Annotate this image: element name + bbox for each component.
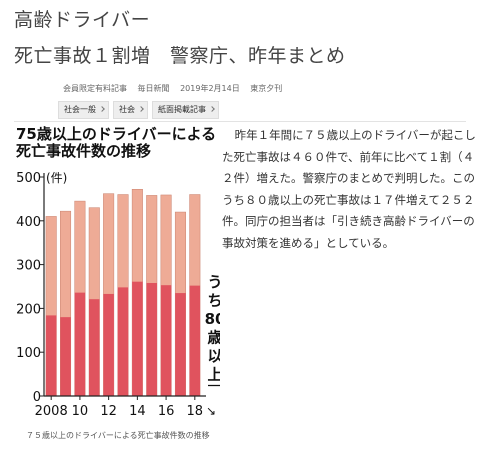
article-meta: 会員限定有料記事 毎日新聞 2019年2月14日 東京夕刊: [63, 83, 290, 94]
annotation-char-3: 歳: [207, 329, 220, 347]
bar-80plus-2015: [146, 282, 157, 396]
x-tick-label-2008: 2008: [35, 404, 68, 419]
annotation-char-0: う: [207, 273, 220, 291]
headline-line-2: 死亡事故１割増 警察庁、昨年まとめ: [14, 45, 346, 67]
x-tick-label-14: 14: [129, 404, 146, 419]
article-body: 昨年１年間に７５歳以上のドライバーが起こした死亡事故は４６０件で、前年に比べて１…: [222, 128, 476, 250]
annotation-char-4: 以: [207, 347, 220, 365]
bar-80plus-2008: [45, 315, 57, 396]
category-tags: 社会一般 社会 紙面掲載記事: [58, 101, 219, 119]
edition-name: 東京夕刊: [250, 84, 283, 93]
bar-80plus-2012: [103, 293, 114, 396]
chart-caption: ７５歳以上のドライバーによる死亡事故件数の推移: [26, 431, 210, 440]
chart-title-line-1: 75歳以上のドライバーによる: [16, 125, 217, 143]
chart-title-line-2: 死亡事故件数の推移: [16, 142, 152, 160]
bar-80plus-2014: [132, 281, 143, 396]
y-axis-label: (件): [46, 171, 67, 185]
x-tick-label-18: 18: [187, 404, 204, 419]
tag-society[interactable]: 社会: [113, 101, 148, 119]
x-tick-label-10: 10: [72, 404, 89, 419]
annotation-char-2: 80: [205, 310, 220, 328]
bar-80plus-2013: [117, 287, 129, 396]
bar-80plus-2017: [175, 293, 186, 396]
y-tick-label-0: 0: [33, 390, 41, 405]
y-tick-label-200: 200: [16, 302, 41, 317]
annotation-char-5: 上: [207, 366, 220, 384]
tag-social-general[interactable]: 社会一般: [58, 101, 109, 119]
divider: [14, 121, 466, 122]
y-tick-label-300: 300: [16, 259, 41, 274]
y-tick-label-500: 500: [16, 171, 41, 186]
tag-print-article[interactable]: 紙面掲載記事: [152, 101, 219, 119]
annotation-char-1: ち: [207, 292, 220, 310]
y-tick-label-400: 400: [16, 215, 41, 230]
member-only-label: 会員限定有料記事: [63, 84, 127, 93]
headline: 高齢ドライバー 死亡事故１割増 警察庁、昨年まとめ: [14, 8, 346, 68]
x-tick-label-12: 12: [100, 404, 117, 419]
bar-80plus-2009: [60, 317, 71, 396]
bar-80plus-2018: [189, 285, 201, 396]
chart-title: 75歳以上のドライバーによる 死亡事故件数の推移: [16, 126, 216, 160]
publish-date: 2019年2月14日: [180, 84, 240, 93]
bar-80plus-2010: [74, 292, 86, 396]
bar-chart: 0 100 200 300 400 500 (件) 2008 10 12 14 16 18↘ うち80歳以…: [16, 171, 220, 419]
arrow-icon: ↘: [206, 404, 216, 418]
annotation-bg: [202, 272, 220, 387]
y-tick-label-100: 100: [16, 346, 41, 361]
bar-80plus-2016: [160, 285, 172, 396]
x-tick-label-16: 16: [158, 404, 175, 419]
bar-80plus-2011: [89, 299, 100, 396]
annotation-bracket: [208, 384, 220, 387]
source-name: 毎日新聞: [137, 84, 170, 93]
headline-line-1: 高齢ドライバー: [14, 9, 151, 31]
